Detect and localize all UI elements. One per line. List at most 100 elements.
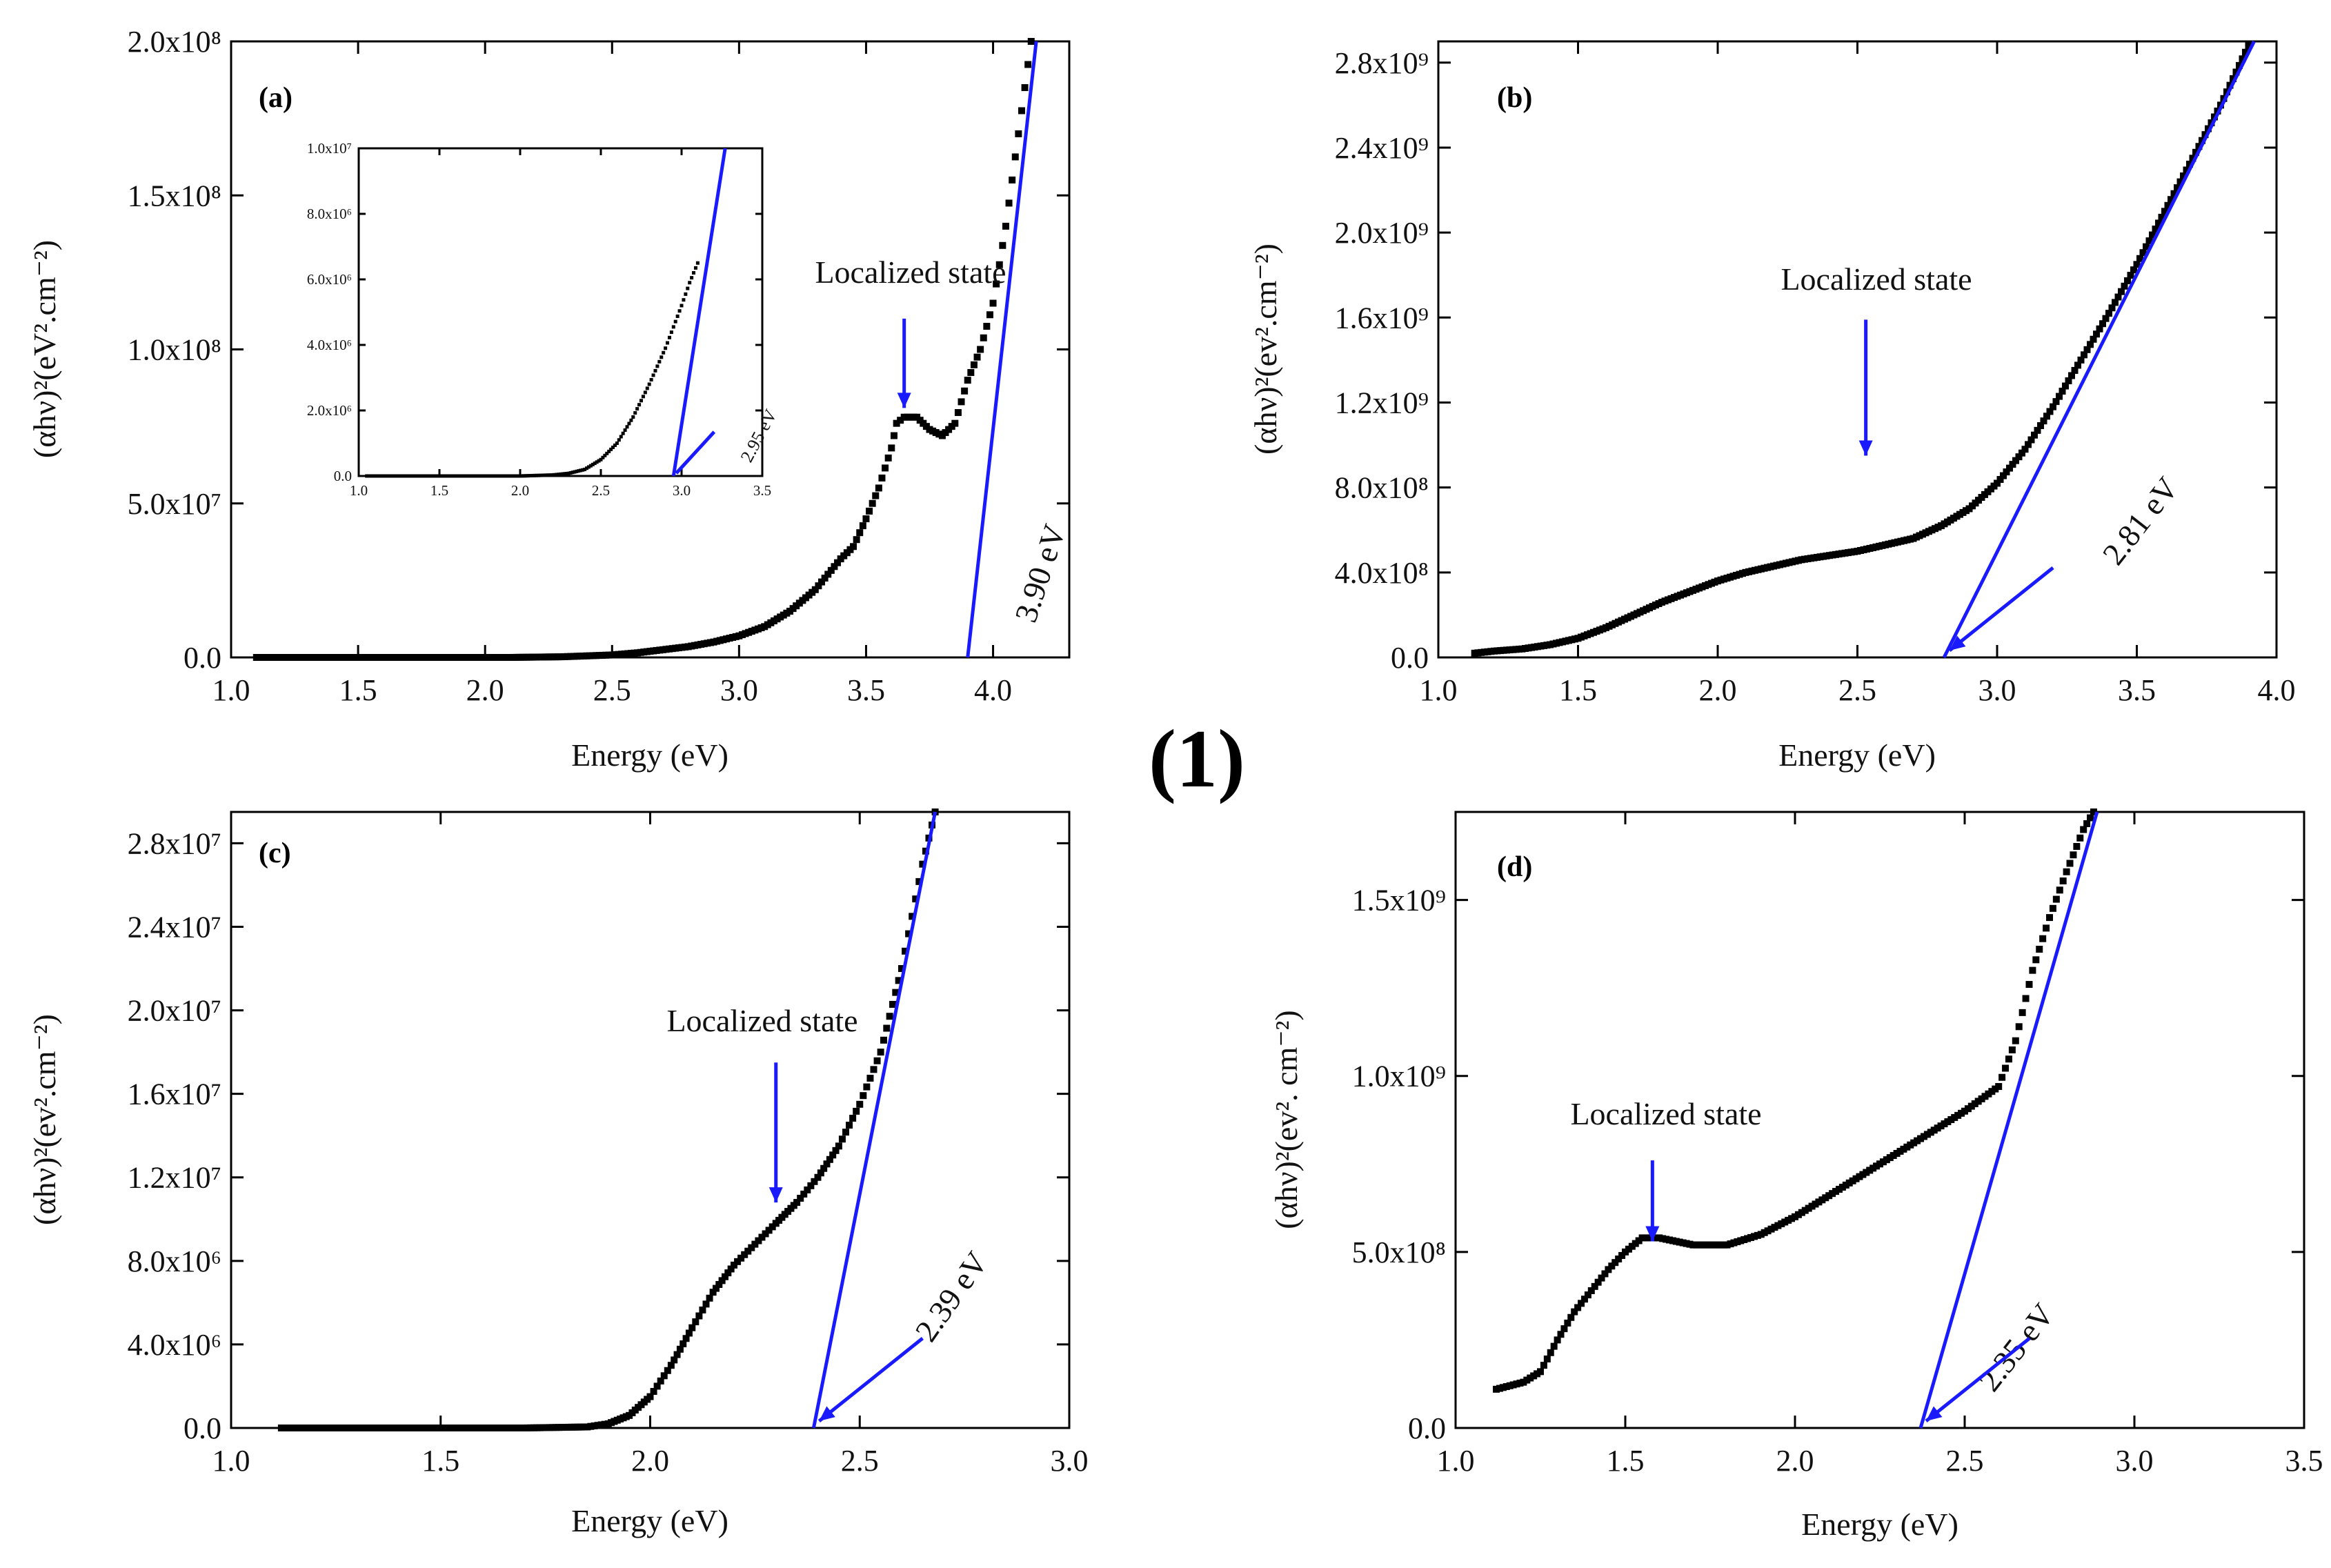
panel-a-fit-line [966,41,1038,658]
panel-a-inset-data-point [407,474,411,478]
panel-a-inset-data-point [673,319,677,324]
panel-b-data-point [1996,476,2004,484]
panel-b-ytick-label: 4.0x10⁸ [1335,556,1429,590]
panel-a-data-point [872,492,880,499]
panel-b-data-point [2083,346,2091,353]
panel-c-data-point [695,1312,703,1320]
panel-c-data-point [912,895,920,903]
panel-b-data-point [2093,330,2100,338]
panel-a-inset-data-point [566,471,571,475]
panel-a-inset-data-point [653,368,657,373]
panel-c-ytick-label: 1.2x10⁷ [128,1161,221,1195]
panel-a-inset-data-point [542,473,546,477]
panel-d-data-point [1567,1313,1575,1321]
panel-c-data-point [591,1422,598,1429]
panel-a-inset-data-point [599,457,603,462]
panel-a-inset-data-point [562,472,566,476]
panel-a-inset-data-point [453,474,457,478]
panel-c-ytick-label: 1.6x10⁷ [128,1078,221,1111]
panel-b-data-point [2027,436,2035,444]
panel-a-inset-data-point [514,474,518,478]
panel-b-ytick-label: 1.6x10⁹ [1335,301,1429,335]
panel-a-inset-data-point [690,276,694,280]
panel-a-inset-data-point [579,468,583,473]
panel-b-xticks: 1.0 1.5 2.0 2.5 3.0 3.5 4.0 [1420,41,2296,707]
panel-c-data-point [853,1107,860,1115]
panel-c-data-point [800,1190,808,1198]
panel-a-inset-data-point [577,469,581,473]
panel-a-inset-data-point [625,425,629,429]
panel-d-data-point [1615,1256,1623,1263]
panel-d-data-point [1560,1325,1568,1333]
panel-a-inset-data-point [530,473,535,477]
panel-a-data-point [993,280,1000,288]
panel-a-ytick-label: 5.0x10⁷ [128,487,221,521]
panel-d-frame [1454,811,2305,1429]
panel-a-inset-data-point [560,472,564,476]
panel-a-yticks: 0.0 5.0x10⁷ 1.0x10⁸ 1.5x10⁸ 2.0x10⁸ [128,25,1069,675]
panel-b-data-point [2071,366,2079,374]
panel-c-data-point [587,1422,595,1430]
panel-a-data-point [821,575,829,582]
panel-b-data-point [2096,325,2103,333]
panel-a-xtick-label: 1.5 [339,673,377,707]
panel-c-ylabel: (αhν)²(ev².cm⁻²) [27,1014,62,1225]
panel-c-data-point [762,1230,769,1238]
panel-a-inset-data-point [435,474,439,478]
panel-a-inset-data-point [532,473,536,477]
panel-b-xtick-label: 3.0 [1978,673,2016,707]
panel-a-inset-data-point [510,474,514,478]
panel-d-data-point [2005,1055,2012,1063]
panel-a-inset-data-point [417,474,421,478]
panel-a-data-point [850,543,857,550]
panel-a-inset-data-point [431,474,435,478]
panel-b-ytick-label: 0.0 [1391,641,1429,675]
panel-a-data-point [951,419,959,427]
panel-b-data-point [2046,408,2054,415]
panel-c-data-point [860,1092,867,1100]
panel-d-data-point [1608,1262,1616,1270]
panel-a-data-point [1018,107,1025,115]
panel-d-data-point [2090,808,2097,815]
panel-a-data-point [888,444,895,452]
panel-b-data-point [2232,68,2240,76]
panel-a-data-point [1005,199,1013,207]
panel-a-data-point [954,409,962,417]
panel-b-data-point [2180,172,2187,180]
panel-c-fit [811,811,938,1429]
panel-d-data-point [2012,1037,2019,1044]
panel-a-inset-data-point [611,445,615,449]
panel-c-data-point [657,1377,664,1385]
panel-c-data-point [811,1178,818,1185]
panel-d-data-point [1550,1342,1558,1350]
panel-a-inset-data-point [439,474,444,478]
panel-b-data-point [2090,335,2097,343]
panel-c-data-point [838,1135,846,1143]
panel-a-inset-data-point [695,261,700,265]
panel-a-inset-data-point [639,399,643,403]
panel-d-data-point [1584,1291,1591,1299]
panel-a-data-point [995,261,1003,268]
panel-d-points [1493,808,2097,1393]
panel-c-data-point [915,877,923,885]
panel-b-fit [1942,40,2256,659]
panel-a-inset-data-point [425,474,429,478]
panel-b-data-point [2236,61,2243,69]
panel-b-data-point [2136,255,2143,262]
panel-c-gap-arrow-head [819,1406,835,1421]
panel-c-data-point [807,1182,815,1189]
panel-b-xlabel: Energy (eV) [1778,737,1936,773]
panel-b-data-point [2043,413,2050,420]
panel-a-inset-data-point [621,431,625,435]
panel-c-data-point [832,1147,840,1154]
panel-a-inset-data-point [603,453,607,457]
panel-d-ytick-label: 5.0x10⁸ [1352,1235,1446,1269]
panel-a-localized-arrow-head [897,393,911,408]
panel-b-data-point [2155,219,2162,227]
panel-a-data-point [815,582,822,590]
panel-a-inset-data-point [615,441,619,445]
panel-c-ytick-label: 8.0x10⁶ [128,1244,221,1278]
panel-b-data-point [2000,472,2007,479]
panel-a-inset-data-point [591,462,595,466]
